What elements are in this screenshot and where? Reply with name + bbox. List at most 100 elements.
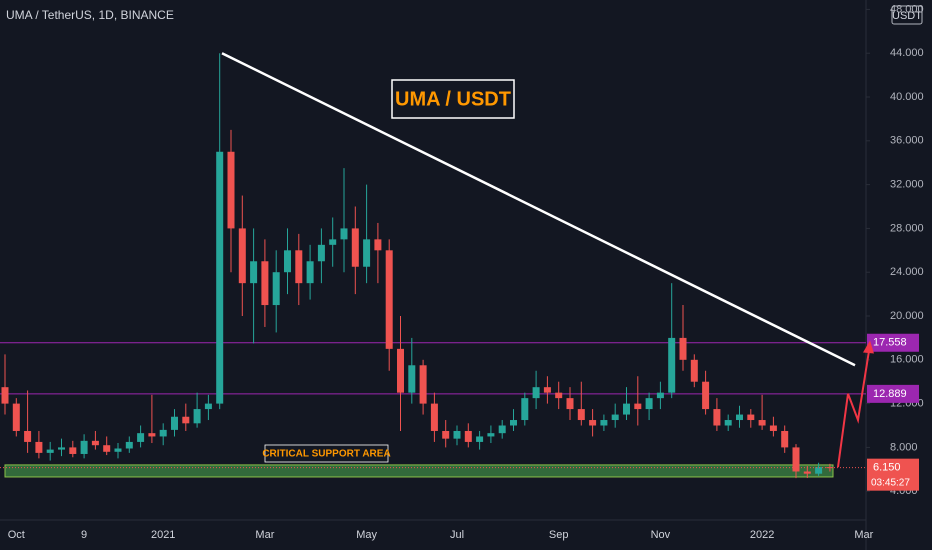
countdown-label: 03:45:27 xyxy=(871,477,910,488)
candle-body xyxy=(826,467,834,469)
y-tick-label: 20.000 xyxy=(890,310,924,322)
projection-arrow xyxy=(837,344,871,468)
support-label-box xyxy=(264,444,389,463)
x-tick-label: Sep xyxy=(549,529,569,541)
candle-body xyxy=(713,409,721,426)
candle-body xyxy=(182,416,190,424)
level-label-box xyxy=(867,333,919,352)
y-tick-label: 32.000 xyxy=(890,179,924,191)
y-tick-label: 44.000 xyxy=(890,47,924,59)
trend-line xyxy=(221,52,856,367)
candle-body xyxy=(724,420,732,426)
candle-body xyxy=(453,430,461,439)
candle-body xyxy=(374,239,382,251)
candle-body xyxy=(69,447,77,454)
candle-body xyxy=(295,250,303,284)
candle-body xyxy=(114,448,122,452)
y-tick-label: 48.000 xyxy=(890,3,924,15)
x-tick-label: Mar xyxy=(854,529,873,541)
candle-body xyxy=(408,365,416,393)
annotation-text: UMA / USDT xyxy=(395,88,511,110)
candle-body xyxy=(216,151,224,404)
candle-body xyxy=(227,151,235,229)
x-tick-label: 9 xyxy=(81,529,87,541)
currency-label: USDT xyxy=(892,10,922,22)
candle-body xyxy=(736,414,743,421)
candle-body xyxy=(1,387,9,404)
level-label-box xyxy=(867,384,919,403)
projection-arrowhead xyxy=(863,340,874,354)
x-tick-label: Mar xyxy=(255,529,274,541)
candle-body xyxy=(623,403,630,415)
candle-body xyxy=(679,337,687,360)
y-tick-label: 24.000 xyxy=(890,266,924,278)
candle-body xyxy=(510,420,517,426)
candle-body xyxy=(80,440,88,454)
candle-body xyxy=(532,387,540,399)
candle-body xyxy=(204,403,212,410)
support-zone xyxy=(4,464,834,478)
candle-body xyxy=(306,261,314,284)
candle-body xyxy=(261,261,269,306)
candle-body xyxy=(487,433,495,437)
candle-body xyxy=(329,239,337,245)
y-tick-label: 40.000 xyxy=(890,91,924,103)
candle-body xyxy=(35,441,43,453)
y-tick-label: 8.000 xyxy=(890,441,918,453)
candle-body xyxy=(498,425,506,434)
candle-body xyxy=(238,228,246,284)
candle-body xyxy=(781,430,789,448)
candle-body xyxy=(137,433,145,442)
candle-body xyxy=(419,365,427,404)
candle-body xyxy=(803,471,811,474)
candle-body xyxy=(758,420,766,426)
x-tick-label: Oct xyxy=(8,529,25,541)
annotation-box xyxy=(391,79,515,119)
level-label: 12.889 xyxy=(873,388,907,400)
candle-body xyxy=(24,430,32,442)
candle-body xyxy=(171,416,178,430)
candle-body xyxy=(442,430,450,439)
candle-body xyxy=(351,228,359,267)
x-tick-label: Jul xyxy=(450,529,464,541)
candle-body xyxy=(589,420,597,426)
candle-body xyxy=(769,425,777,431)
candle-body xyxy=(385,250,393,349)
last-price-label: 6.150 xyxy=(873,462,901,474)
candle-body xyxy=(668,337,676,393)
candle-body xyxy=(148,433,156,437)
candle-body xyxy=(250,261,258,284)
support-label: CRITICAL SUPPORT AREA xyxy=(262,449,390,460)
candle-body xyxy=(702,381,710,410)
x-tick-label: 2022 xyxy=(750,529,774,541)
x-tick-label: May xyxy=(356,529,377,541)
candle-body xyxy=(193,409,201,424)
candle-body xyxy=(317,244,325,262)
candle-body xyxy=(634,403,642,410)
candle-body xyxy=(543,387,551,393)
candle-body xyxy=(58,447,65,450)
level-label: 17.558 xyxy=(873,337,907,349)
x-tick-label: Nov xyxy=(651,529,671,541)
candle-body xyxy=(91,440,99,446)
candle-body xyxy=(464,430,472,442)
candle-body xyxy=(430,403,438,431)
currency-badge xyxy=(891,5,923,25)
candle-body xyxy=(272,272,280,306)
candle-body xyxy=(611,414,619,421)
candle-body xyxy=(792,447,800,472)
candle-body xyxy=(690,359,698,382)
candle-body xyxy=(521,398,529,421)
candle-body xyxy=(645,398,653,410)
candle-body xyxy=(12,403,20,431)
candle-body xyxy=(476,436,484,442)
candle-body xyxy=(656,392,664,399)
candle-body xyxy=(46,449,54,453)
candle-body xyxy=(159,429,167,437)
last-price-box xyxy=(867,458,919,491)
candle-body xyxy=(103,445,111,452)
candle-body xyxy=(600,420,608,426)
chart-title: UMA / TetherUS, 1D, BINANCE xyxy=(6,8,174,22)
